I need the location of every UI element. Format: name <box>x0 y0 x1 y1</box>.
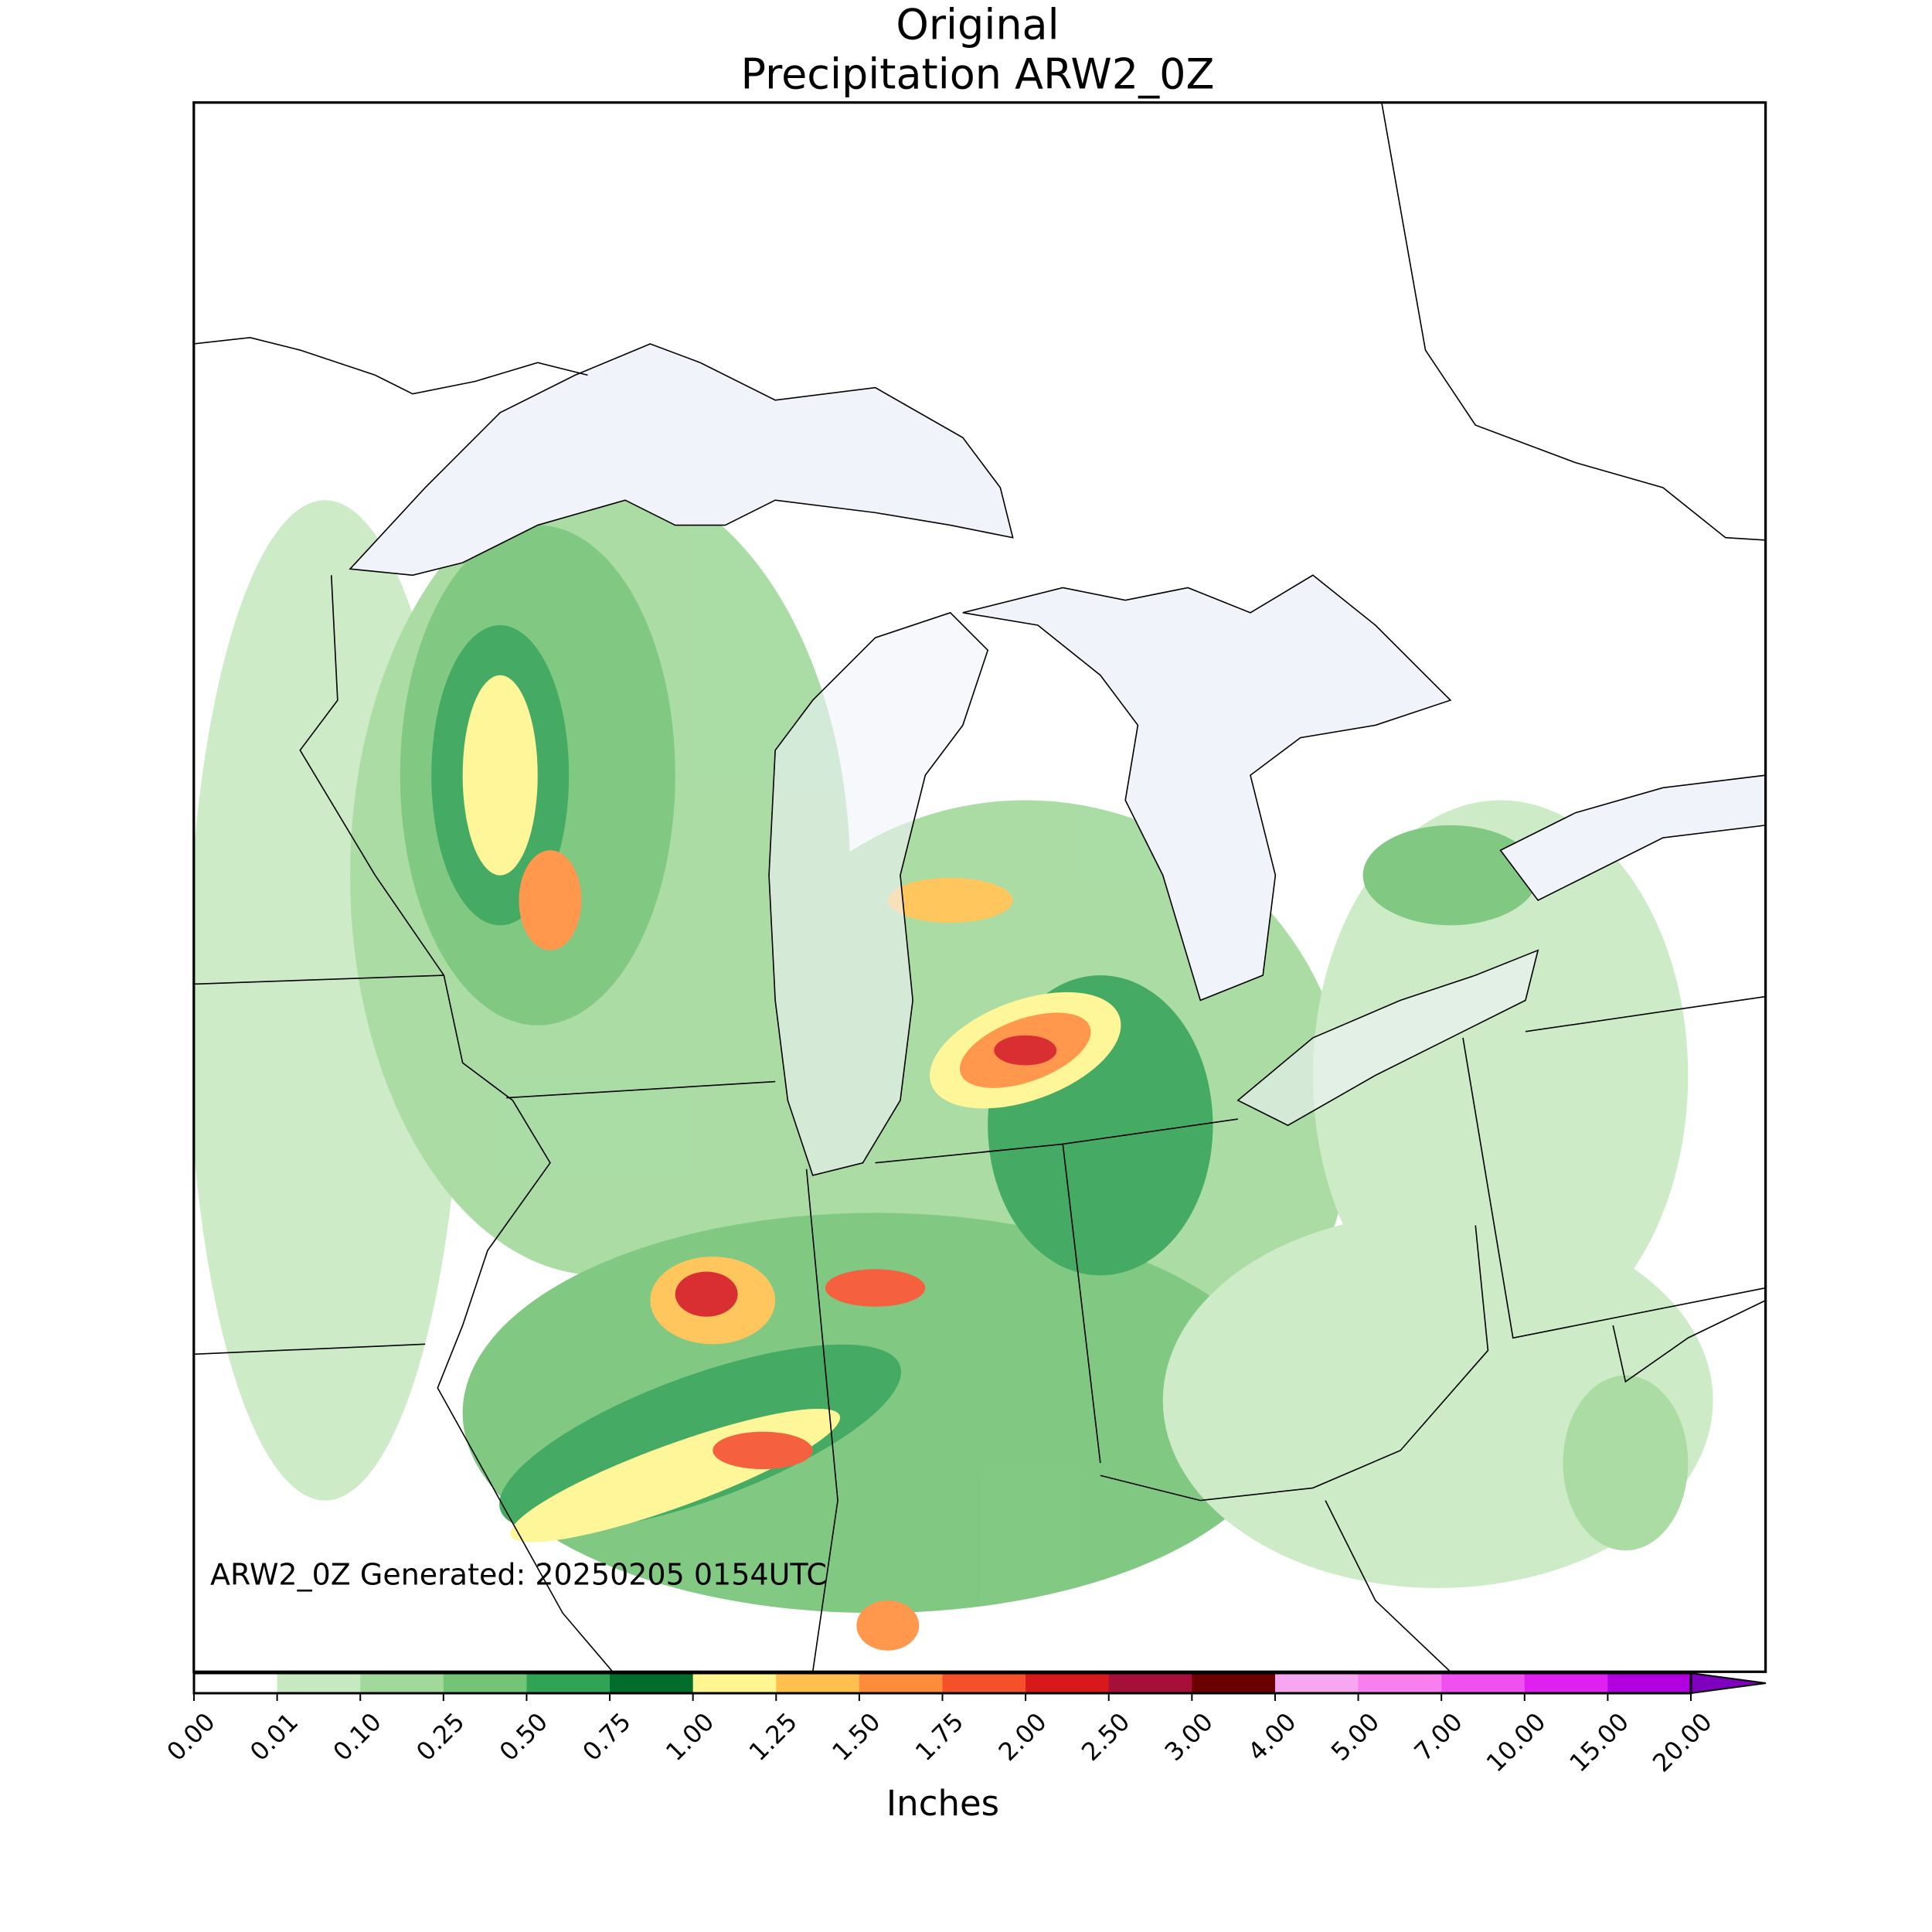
lake <box>349 343 1014 577</box>
border <box>1462 1037 1766 1339</box>
colorbar-tick-label: 2.50 <box>1076 1707 1135 1767</box>
colorbar-segment <box>1358 1673 1442 1693</box>
colorbar-segment <box>194 1673 278 1693</box>
colorbar-tick-label: 10.00 <box>1481 1707 1552 1778</box>
colorbar-segment <box>1607 1673 1692 1693</box>
colorbar-segment <box>1108 1673 1192 1693</box>
colorbar-segment <box>942 1673 1026 1693</box>
colorbar-tick-label: 7.00 <box>1409 1707 1468 1767</box>
colorbar-segment <box>1274 1673 1359 1693</box>
lake <box>1236 949 1539 1127</box>
colorbar-segment <box>526 1673 611 1693</box>
map <box>192 101 1767 1673</box>
title-line: Original <box>896 1 1059 49</box>
border <box>193 1343 426 1355</box>
colorbar-segment <box>360 1673 444 1693</box>
colorbar-tick-label: 0.10 <box>328 1707 387 1767</box>
lake <box>962 574 1452 1002</box>
border <box>1100 1225 1489 1502</box>
borders <box>193 102 1766 1672</box>
lakes <box>349 343 1766 1176</box>
border <box>1525 995 1766 1032</box>
colorbar-tick-label: 1.75 <box>910 1707 969 1767</box>
colorbar-tick-label: 20.00 <box>1647 1707 1718 1778</box>
colorbar-tick-label: 1.25 <box>743 1707 803 1767</box>
colorbar-label: Inches <box>886 1783 999 1824</box>
colorbar-extension <box>1690 1672 1767 1695</box>
colorbar-segment <box>1524 1673 1608 1693</box>
colorbar-segment <box>610 1673 694 1693</box>
colorbar-tick-label: 0.75 <box>577 1707 636 1767</box>
lake <box>768 611 989 1176</box>
colorbar-segment <box>1441 1673 1526 1693</box>
border <box>193 337 588 395</box>
colorbar-tick-label: 0.25 <box>410 1707 470 1767</box>
colorbar-segment <box>1192 1673 1276 1693</box>
border <box>193 975 444 985</box>
border <box>1325 1500 1451 1672</box>
colorbar-tick-label: 3.00 <box>1159 1707 1219 1767</box>
border <box>805 1168 838 1672</box>
colorbar-tick-label: 1.00 <box>660 1707 719 1767</box>
colorbar-tick-label: 0.00 <box>161 1707 220 1767</box>
colorbar-tick-label: 1.50 <box>826 1707 886 1767</box>
lake <box>1499 774 1766 901</box>
annotation: ARW2_0Z Generated: 20250205 0154UTC <box>210 1558 827 1592</box>
colorbar-segment <box>1026 1673 1110 1693</box>
border <box>1381 102 1766 541</box>
title-line: Precipitation ARW2_0Z <box>740 50 1214 99</box>
colorbar-segment <box>692 1673 777 1693</box>
map-frame <box>192 101 1767 1673</box>
colorbar-segment <box>443 1673 527 1693</box>
map-content <box>193 102 1766 1672</box>
colorbar-segment <box>776 1673 860 1693</box>
colorbar-tick-label: 0.50 <box>494 1707 553 1767</box>
colorbar-tick-label: 5.00 <box>1325 1707 1385 1767</box>
border <box>299 575 614 1672</box>
colorbar-tick-label: 0.01 <box>244 1707 304 1767</box>
border <box>1612 1299 1766 1383</box>
border <box>506 1080 776 1099</box>
colorbar: 0.00 0.01 0.10 0.25 0.50 0.75 1.00 1.25 1.50 1.75… <box>161 1672 1767 1778</box>
colorbar-tick-label: 4.00 <box>1242 1707 1301 1767</box>
colorbar-segment <box>859 1673 943 1693</box>
border <box>1063 1118 1238 1145</box>
colorbar-tick-label: 15.00 <box>1563 1707 1634 1778</box>
colorbar-tick-label: 2.00 <box>992 1707 1052 1767</box>
colorbar-segment <box>277 1673 361 1693</box>
